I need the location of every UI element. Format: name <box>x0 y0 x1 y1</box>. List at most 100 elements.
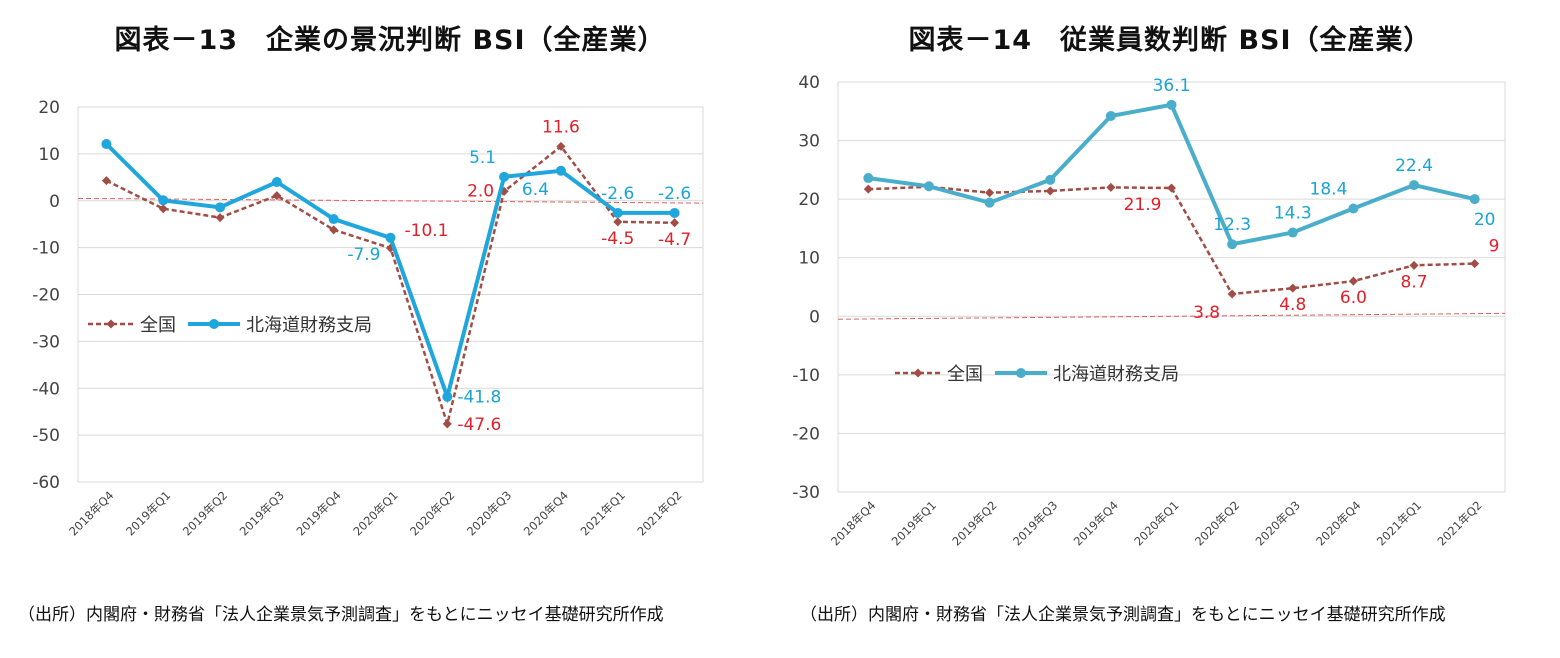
x-tick-label: 2019年Q2 <box>180 488 230 538</box>
legend-label-national: 全国 <box>140 315 176 336</box>
data-point-hokkaido <box>863 173 874 184</box>
chart-panel-employment: 図表－14 従業員数判断 BSI（全産業） 40 30 20 10 0 -10 -20 -30… <box>780 0 1560 658</box>
data-point-hokkaido <box>669 207 680 218</box>
source-note: （出所）内閣府・財務省「法人企業景気予測調査」をもとにニッセイ基礎研究所作成 <box>800 605 1446 625</box>
y-tick-label: -60 <box>32 473 60 493</box>
legend-label-national: 全国 <box>947 364 983 385</box>
data-point-hokkaido <box>1105 110 1116 121</box>
y-tick-label: -20 <box>32 286 60 306</box>
data-label: -4.7 <box>658 230 691 250</box>
y-tick-label: 20 <box>38 98 60 118</box>
x-tick-label: 2020年Q1 <box>350 488 400 538</box>
y-tick-label: 0 <box>49 192 60 212</box>
x-tick-label: 2019年Q4 <box>1071 498 1121 548</box>
x-tick-label: 2019年Q1 <box>889 498 939 548</box>
x-tick-label: 2019年Q3 <box>1010 498 1060 548</box>
data-label: 22.4 <box>1395 156 1433 176</box>
y-tick-label: 40 <box>798 73 820 93</box>
data-label: 9 <box>1489 237 1500 257</box>
data-point-hokkaido <box>215 202 226 213</box>
legend-label-hokkaido: 北海道財務支局 <box>1053 364 1179 385</box>
data-point-national <box>1167 183 1176 193</box>
y-tick-label: 30 <box>798 132 820 152</box>
data-point-national <box>863 184 873 194</box>
series-line-national <box>105 144 675 429</box>
data-label: 4.8 <box>1279 295 1306 315</box>
x-tick-label: 2020年Q3 <box>1253 498 1303 548</box>
data-point-national <box>1106 182 1116 192</box>
data-point-national <box>1227 289 1237 299</box>
x-tick-label: 2020年Q3 <box>464 488 514 538</box>
x-tick-label: 2020年Q2 <box>407 488 457 538</box>
data-point-national <box>1045 186 1055 196</box>
data-point-national <box>1348 276 1358 286</box>
data-label: -41.8 <box>457 388 501 408</box>
y-tick-label: -40 <box>32 379 60 399</box>
data-label: 6.0 <box>1340 288 1367 308</box>
legend-marker-hokkaido <box>1016 368 1026 378</box>
data-point-hokkaido <box>984 197 995 208</box>
data-label: 18.4 <box>1310 180 1348 200</box>
zero-reference-line <box>77 197 704 204</box>
data-point-national <box>613 217 623 227</box>
data-point-hokkaido <box>1166 99 1177 110</box>
x-tick-label: 2021年Q2 <box>634 488 684 538</box>
x-tick-label: 2020年Q1 <box>1131 498 1181 548</box>
source-note: （出所）内閣府・財務省「法人企業景気予測調査」をもとにニッセイ基礎研究所作成 <box>18 605 664 625</box>
data-label: -2.6 <box>658 184 691 204</box>
data-point-hokkaido <box>385 232 396 243</box>
y-tick-label: 10 <box>798 249 820 269</box>
data-point-hokkaido <box>923 181 934 192</box>
y-tick-label: 20 <box>798 190 820 210</box>
data-point-hokkaido <box>1409 180 1420 191</box>
data-point-national <box>1288 283 1298 293</box>
x-tick-label: 2018年Q4 <box>828 498 878 548</box>
y-tick-label: -10 <box>32 239 60 259</box>
x-tick-label: 2019年Q2 <box>949 498 999 548</box>
series-line-national <box>868 185 1475 296</box>
data-point-hokkaido <box>1287 227 1298 238</box>
x-tick-label: 2018年Q4 <box>66 488 116 538</box>
data-point-national <box>670 218 680 228</box>
data-point-hokkaido <box>271 177 282 187</box>
y-tick-label: 10 <box>38 145 60 165</box>
data-label: -47.6 <box>457 415 501 435</box>
x-tick-label: 2021年Q2 <box>1434 498 1484 548</box>
data-label: 12.3 <box>1213 215 1251 235</box>
data-label: 36.1 <box>1153 76 1191 96</box>
data-point-hokkaido <box>442 391 453 402</box>
x-tick-label: 2021年Q1 <box>578 488 628 538</box>
y-tick-label: -20 <box>792 424 820 444</box>
data-label: -7.9 <box>347 245 380 265</box>
series-line-hokkaido <box>868 102 1476 247</box>
data-point-hokkaido <box>612 207 623 218</box>
x-tick-label: 2019年Q4 <box>293 488 343 538</box>
data-label: 8.7 <box>1401 272 1428 292</box>
data-point-national <box>158 204 168 214</box>
data-point-national <box>101 176 111 186</box>
data-label: 11.6 <box>542 117 580 137</box>
zero-reference-line <box>837 312 1506 320</box>
data-point-hokkaido <box>555 165 566 176</box>
data-label: -2.6 <box>601 184 634 204</box>
y-tick-label: 0 <box>809 307 820 327</box>
x-tick-label: 2019年Q3 <box>237 488 287 538</box>
chart-panel-business-conditions: 図表－13 企業の景況判断 BSI（全産業） 20 10 0 -10 -20 -30 -40… <box>18 25 704 625</box>
data-point-national <box>329 225 339 235</box>
data-point-hokkaido <box>158 195 169 206</box>
data-point-national <box>1470 259 1480 269</box>
x-tick-label: 2021年Q1 <box>1374 498 1424 548</box>
x-tick-label: 2020年Q4 <box>1313 498 1363 548</box>
legend-marker-national <box>913 368 923 378</box>
data-point-hokkaido <box>1045 174 1056 185</box>
data-label: 14.3 <box>1274 204 1312 224</box>
legend-label-hokkaido: 北海道財務支局 <box>246 315 372 336</box>
data-label: -4.5 <box>601 229 634 249</box>
x-tick-label: 2020年Q2 <box>1192 498 1242 548</box>
data-label: 20 <box>1474 210 1496 230</box>
data-label: 3.8 <box>1193 303 1220 323</box>
chart-title: 図表－13 企業の景況判断 BSI（全産業） <box>114 25 666 56</box>
data-label: 6.4 <box>522 180 549 200</box>
